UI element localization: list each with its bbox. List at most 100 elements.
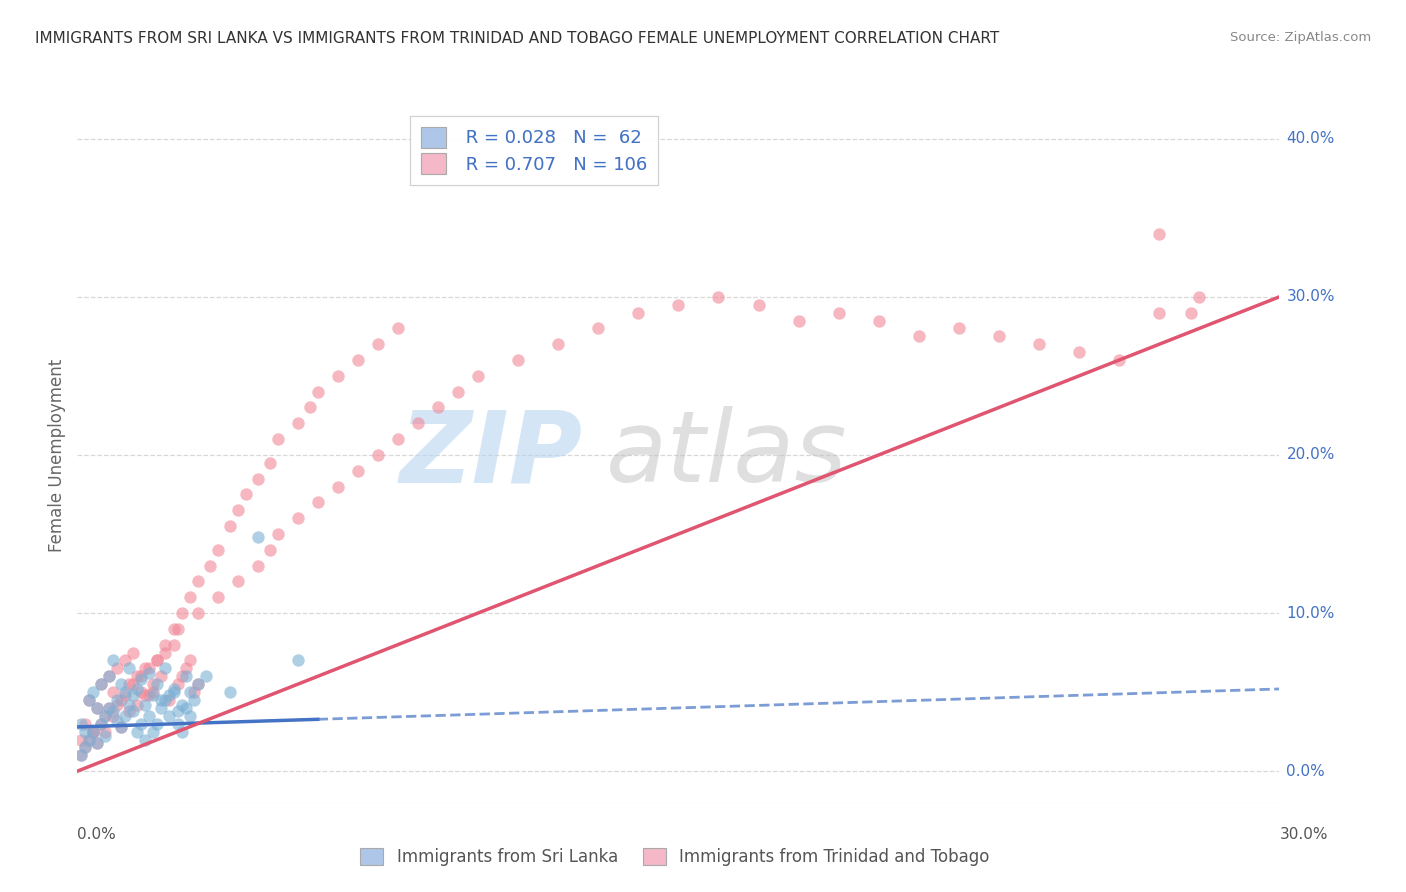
Point [162, 622, 184, 636]
Point [367, 337, 389, 351]
Point [183, 685, 205, 699]
Point [150, 701, 173, 715]
Point [98, 669, 121, 683]
Point [114, 708, 136, 723]
Point [170, 669, 193, 683]
Point [787, 313, 810, 327]
Point [90, 677, 112, 691]
Point [146, 677, 169, 691]
Point [170, 698, 193, 712]
Point [82, 685, 104, 699]
Point [547, 337, 569, 351]
Point [79, 732, 101, 747]
Point [707, 290, 730, 304]
Point [235, 487, 257, 501]
Point [467, 368, 489, 383]
Point [75, 724, 97, 739]
Point [118, 677, 141, 691]
Point [122, 704, 145, 718]
Point [226, 574, 249, 589]
Point [103, 653, 125, 667]
Point [347, 353, 370, 368]
Point [186, 574, 209, 589]
Text: 20.0%: 20.0% [1286, 448, 1334, 462]
Point [287, 417, 309, 431]
Point [75, 716, 97, 731]
Point [155, 646, 177, 660]
Point [86, 701, 108, 715]
Point [170, 606, 193, 620]
Point [127, 669, 149, 683]
Point [146, 653, 169, 667]
Point [94, 708, 117, 723]
Point [1180, 305, 1202, 319]
Point [70, 748, 93, 763]
Point [287, 511, 309, 525]
Point [114, 685, 136, 699]
Point [118, 704, 141, 718]
Point [174, 661, 197, 675]
Point [267, 527, 290, 541]
Point [114, 653, 136, 667]
Point [138, 688, 160, 702]
Point [162, 685, 184, 699]
Point [107, 714, 129, 728]
Point [588, 321, 610, 335]
Point [307, 384, 329, 399]
Text: 0.0%: 0.0% [1286, 764, 1326, 779]
Point [70, 732, 93, 747]
Point [406, 417, 429, 431]
Point [828, 305, 851, 319]
Point [159, 693, 181, 707]
Text: 10.0%: 10.0% [1286, 606, 1334, 621]
Point [267, 432, 290, 446]
Point [98, 701, 121, 715]
Point [110, 677, 132, 691]
Point [174, 701, 197, 715]
Point [326, 368, 349, 383]
Point [166, 622, 188, 636]
Point [127, 724, 149, 739]
Point [134, 661, 156, 675]
Point [326, 479, 349, 493]
Point [86, 701, 108, 715]
Point [155, 638, 177, 652]
Point [70, 748, 93, 763]
Point [162, 681, 184, 696]
Point [82, 724, 104, 739]
Point [183, 693, 205, 707]
Point [207, 542, 229, 557]
Point [155, 693, 177, 707]
Point [1028, 337, 1050, 351]
Text: 30.0%: 30.0% [1286, 289, 1334, 304]
Text: 0.0%: 0.0% [77, 827, 117, 841]
Point [179, 591, 201, 605]
Point [131, 685, 153, 699]
Point [387, 432, 409, 446]
Point [207, 591, 229, 605]
Point [259, 542, 281, 557]
Point [170, 724, 193, 739]
Point [131, 673, 153, 687]
Text: Source: ZipAtlas.com: Source: ZipAtlas.com [1230, 31, 1371, 45]
Point [122, 646, 145, 660]
Point [110, 720, 132, 734]
Point [103, 708, 125, 723]
Point [127, 681, 149, 696]
Text: 40.0%: 40.0% [1286, 131, 1334, 146]
Point [748, 298, 770, 312]
Point [107, 698, 129, 712]
Point [1069, 345, 1091, 359]
Point [142, 685, 165, 699]
Point [142, 677, 165, 691]
Point [98, 701, 121, 715]
Point [118, 661, 141, 675]
Point [508, 353, 530, 368]
Point [159, 708, 181, 723]
Point [146, 653, 169, 667]
Point [131, 669, 153, 683]
Point [82, 724, 104, 739]
Point [98, 669, 121, 683]
Point [122, 688, 145, 702]
Point [186, 606, 209, 620]
